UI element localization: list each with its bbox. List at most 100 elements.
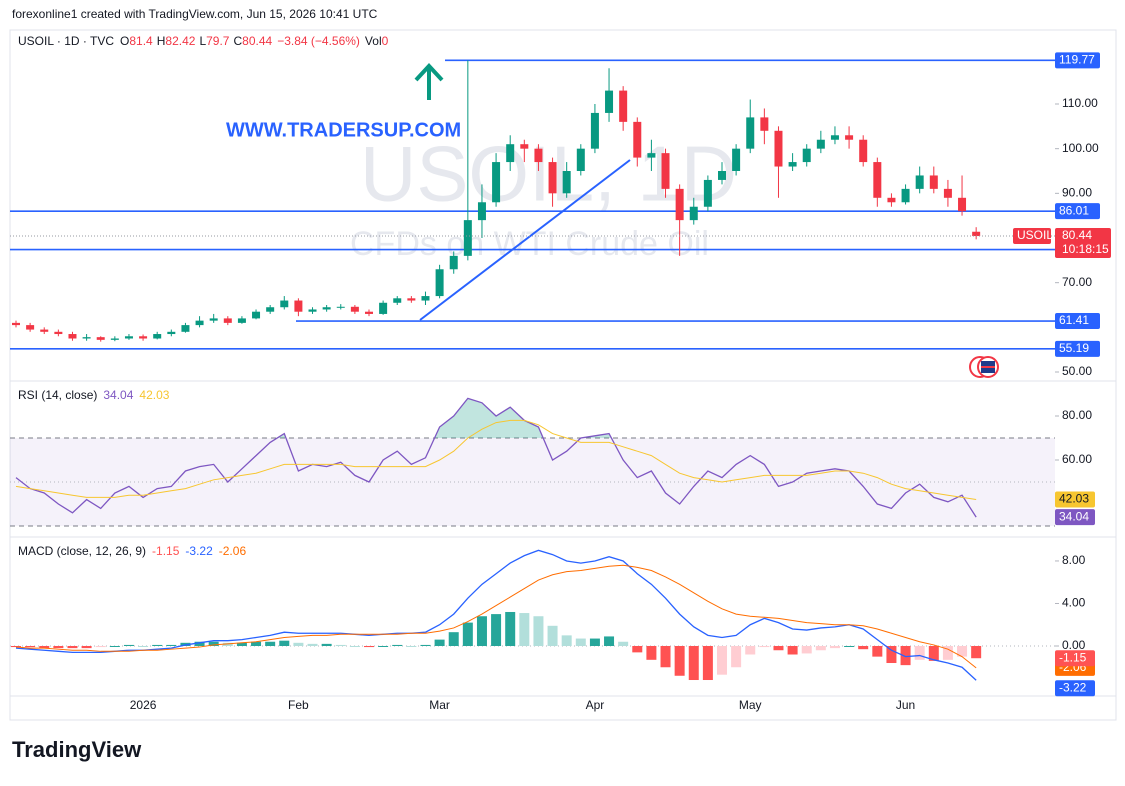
- legend-key: C: [233, 34, 242, 48]
- candle-body: [590, 112, 599, 149]
- histogram-bar: [618, 641, 629, 646]
- candle-body: [506, 144, 515, 163]
- histogram-bar: [166, 644, 177, 646]
- candle-body: [407, 298, 416, 301]
- legend-key: O: [120, 34, 129, 48]
- candle-body: [195, 320, 204, 326]
- candle-body: [322, 307, 331, 310]
- candle-body: [294, 300, 303, 312]
- histogram-bar: [815, 645, 826, 651]
- candle-body: [26, 325, 35, 330]
- histogram-bar: [95, 645, 106, 648]
- pane-value: -2.06: [219, 544, 247, 558]
- x-tick-label: May: [739, 698, 762, 712]
- arrow: [414, 63, 444, 100]
- legend-value: 0: [382, 34, 389, 48]
- candle-body: [463, 220, 472, 256]
- histogram-bar: [476, 616, 487, 646]
- candle-body: [520, 144, 529, 149]
- candle-body: [12, 322, 20, 326]
- histogram-bar: [702, 645, 713, 681]
- y-tick-label: 4.00: [1062, 596, 1086, 610]
- histogram-bar: [731, 645, 742, 668]
- histogram-bar: [942, 645, 953, 660]
- candle-body: [350, 306, 359, 312]
- candle-body: [562, 171, 571, 194]
- trend-line: [419, 159, 631, 321]
- level-label: 119.77: [1059, 53, 1095, 67]
- level-label-box: [1055, 203, 1100, 220]
- y-tick-label: 70.00: [1062, 275, 1092, 289]
- pane-legend: RSI (14, close) 34.04 42.03: [18, 388, 170, 402]
- candle-body: [901, 188, 910, 203]
- histogram-bar: [674, 645, 685, 676]
- axis-value: 42.03: [1059, 492, 1089, 506]
- histogram-bar: [872, 645, 883, 657]
- countdown: 10:18:15: [1062, 242, 1109, 256]
- candle-body: [605, 90, 614, 113]
- candle-body: [774, 130, 783, 167]
- candle-body: [266, 307, 275, 312]
- symbol-label: USOIL: [1017, 228, 1053, 242]
- histogram-bar: [406, 645, 417, 647]
- histogram-bar: [519, 613, 530, 646]
- histogram-bar: [801, 645, 812, 654]
- legend-change: −3.84 (−4.56%): [277, 34, 360, 48]
- histogram-bar: [335, 644, 346, 646]
- y-tick-label: 90.00: [1062, 186, 1092, 200]
- legend-value: 81.4: [129, 34, 153, 48]
- histogram-bar: [109, 645, 120, 647]
- y-tick-label: 110.00: [1062, 96, 1098, 110]
- pane-legend: MACD (close, 12, 26, 9) -1.15 -3.22 -2.06: [18, 544, 246, 558]
- axis-value: -3.22: [1059, 680, 1087, 694]
- histogram-bar: [858, 645, 869, 650]
- pane-value: -1.15: [152, 544, 180, 558]
- histogram-bar: [745, 645, 756, 655]
- promo-text: WWW.TRADERSUP.COM: [226, 119, 461, 141]
- y-tick-label: 60.00: [1062, 452, 1092, 466]
- candle-body: [308, 309, 317, 312]
- candle-body: [703, 179, 712, 207]
- legend-key: H: [157, 34, 166, 48]
- candle-body: [788, 162, 797, 167]
- histogram-bar: [547, 625, 558, 646]
- histogram-bar: [646, 645, 657, 660]
- axis-value-box: [1055, 509, 1095, 526]
- candle-body: [379, 302, 388, 314]
- plot: 110.00 100.00 90.00 70.00 50.00 2026 Feb Mar Apr…: [10, 59, 1099, 712]
- histogram-bar: [561, 635, 572, 646]
- histogram-bar: [208, 641, 219, 646]
- histogram-bar: [152, 644, 163, 646]
- axis-value-box: [1055, 650, 1095, 667]
- histogram-bar: [829, 645, 840, 649]
- candle-body: [139, 336, 148, 339]
- candle-body: [647, 153, 656, 158]
- histogram-bar: [914, 645, 925, 660]
- line-series: [15, 549, 977, 681]
- candle-body: [619, 90, 628, 122]
- histogram-bar: [222, 642, 233, 646]
- pane-title: RSI (14, close): [18, 388, 97, 402]
- level-label-box: [1055, 52, 1100, 69]
- legend-value: 79.7: [206, 34, 230, 48]
- candle-body: [124, 336, 133, 339]
- candle-body: [167, 331, 176, 335]
- histogram-bar: [787, 645, 798, 655]
- histogram-bar: [688, 645, 699, 681]
- candle-body: [675, 188, 684, 221]
- histogram-bar: [194, 641, 205, 646]
- legend-key: Vol: [365, 34, 382, 48]
- histogram-bar: [251, 641, 262, 646]
- level-label: 86.01: [1059, 203, 1089, 217]
- candle-body: [393, 298, 402, 303]
- histogram-bar: [773, 645, 784, 651]
- candle-body: [421, 296, 430, 301]
- candle-body: [181, 325, 190, 332]
- candle-body: [534, 148, 543, 163]
- line-series: [15, 564, 977, 669]
- histogram-bar: [364, 645, 374, 648]
- candle-body: [746, 117, 755, 149]
- histogram-bar: [81, 645, 92, 649]
- flag-icon: [969, 356, 999, 378]
